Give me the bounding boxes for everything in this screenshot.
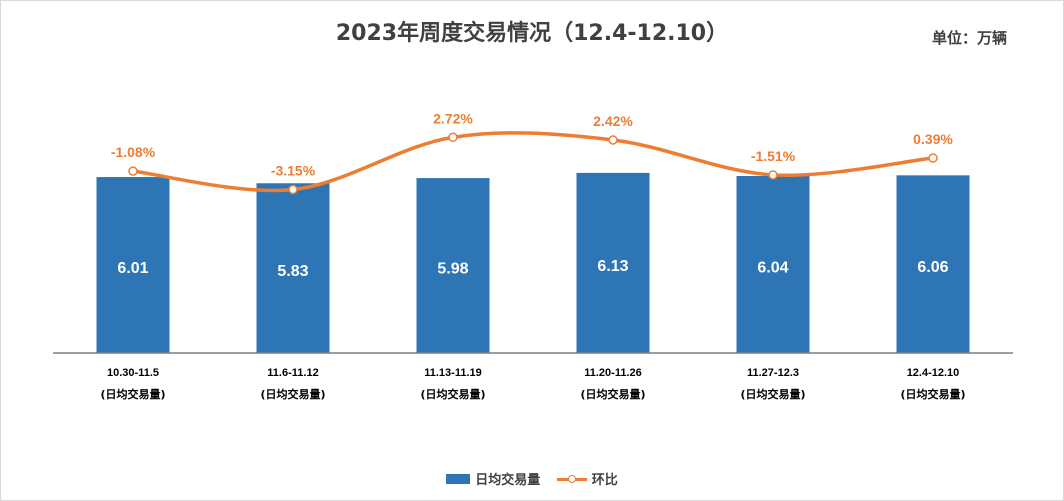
legend-item-ratio: 环比 bbox=[556, 469, 618, 488]
x-tick-label-2: 11.13-11.19 bbox=[424, 367, 482, 379]
ratio-point-5 bbox=[928, 153, 938, 163]
bar-4 bbox=[736, 176, 810, 353]
bars-layer: 6.01 5.83 5.98 6.13 6.04 6.06 bbox=[96, 172, 970, 353]
ratio-label-0: -1.08% bbox=[111, 144, 156, 160]
legend-item-volume: 日均交易量 bbox=[446, 469, 540, 488]
legend: 日均交易量 环比 bbox=[1, 469, 1063, 488]
x-tick-sublabel-1: (日均交易量) bbox=[260, 387, 325, 401]
bar-0 bbox=[96, 177, 170, 353]
ratio-line bbox=[132, 131, 934, 193]
x-tick-sublabel-2: (日均交易量) bbox=[420, 387, 485, 401]
bar-1 bbox=[256, 183, 330, 353]
bar-value-label-4: 6.04 bbox=[757, 260, 788, 277]
ratio-point-3 bbox=[608, 135, 618, 145]
x-tick-label-0: 10.30-11.5 bbox=[107, 367, 159, 379]
ratio-point-1 bbox=[288, 184, 298, 195]
bar-2 bbox=[416, 178, 490, 353]
ratio-point-0 bbox=[128, 166, 138, 176]
ratio-label-3: 2.42% bbox=[593, 113, 633, 129]
ratio-point-2 bbox=[448, 132, 458, 143]
x-tick-label-3: 11.20-11.26 bbox=[584, 367, 642, 379]
unit-label: 单位：万辆 bbox=[931, 29, 1007, 47]
bar-value-label-0: 6.01 bbox=[117, 260, 148, 277]
legend-line-swatch bbox=[556, 474, 587, 484]
ratio-point-4 bbox=[768, 170, 778, 180]
ratio-label-2: 2.72% bbox=[433, 110, 473, 126]
chart-title: 2023年周度交易情况（12.4-12.10） bbox=[335, 21, 729, 46]
x-tick-label-1: 11.6-11.12 bbox=[267, 367, 318, 379]
x-tick-sublabel-0: (日均交易量) bbox=[100, 387, 165, 401]
bar-value-label-3: 6.13 bbox=[597, 258, 628, 275]
bar-value-label-2: 5.98 bbox=[437, 261, 468, 278]
legend-label-volume: 日均交易量 bbox=[475, 473, 541, 488]
x-tick-sublabel-5: (日均交易量) bbox=[900, 387, 965, 401]
ratio-label-5: 0.39% bbox=[913, 131, 953, 147]
ratio-label-1: -3.15% bbox=[271, 163, 316, 179]
tick-labels-layer: 10.30-11.5 (日均交易量) 11.6-11.12 (日均交易量) 11.13-… bbox=[100, 367, 965, 401]
bar-5 bbox=[896, 175, 970, 353]
x-tick-label-4: 11.27-12.3 bbox=[747, 367, 799, 379]
points-layer: -1.08% -3.15% 2.72% 2.42% -1.51% 0.39% bbox=[111, 110, 953, 195]
x-tick-label-5: 12.4-12.10 bbox=[907, 367, 960, 379]
bar-value-label-1: 5.83 bbox=[277, 263, 308, 280]
x-tick-sublabel-3: (日均交易量) bbox=[580, 387, 645, 401]
x-tick-sublabel-4: (日均交易量) bbox=[740, 387, 805, 401]
ratio-label-4: -1.51% bbox=[751, 148, 796, 164]
legend-label-ratio: 环比 bbox=[591, 473, 618, 488]
bar-value-label-5: 6.06 bbox=[917, 259, 948, 276]
bar-3 bbox=[576, 172, 650, 353]
legend-bar-swatch bbox=[446, 473, 471, 484]
